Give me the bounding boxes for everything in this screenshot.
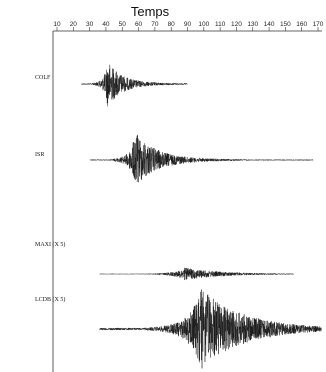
x-tick-label: 110 bbox=[215, 21, 226, 28]
x-tick-label: 160 bbox=[296, 21, 307, 28]
seismogram-trace bbox=[89, 134, 314, 183]
x-tick-label: 150 bbox=[280, 21, 291, 28]
seismogram-trace bbox=[99, 267, 294, 281]
x-tick-label: 10 bbox=[53, 21, 61, 28]
x-tick-label: 100 bbox=[198, 21, 209, 28]
trace-group: MAXI (X 5) bbox=[35, 241, 294, 281]
x-tick-label: 130 bbox=[247, 21, 258, 28]
trace-group: ISR bbox=[35, 134, 314, 183]
x-tick-label: 80 bbox=[168, 21, 176, 28]
x-tick-label: 40 bbox=[102, 21, 110, 28]
station-label: LCDB (X 5) bbox=[35, 296, 65, 303]
traces: COLF ISR MAXI (X 5) LCDB (X 5) bbox=[35, 64, 322, 369]
station-label: ISR bbox=[35, 152, 44, 158]
trace-group: COLF bbox=[35, 64, 188, 107]
x-tick-label: 20 bbox=[70, 21, 78, 28]
chart-title: Temps bbox=[131, 4, 170, 19]
x-tick-label: 120 bbox=[231, 21, 242, 28]
x-axis-ticks: 10 20 30 40 50 60 70 80 90 100 110 120 130 140 150 160 1… bbox=[53, 21, 324, 31]
x-tick-label: 50 bbox=[119, 21, 127, 28]
x-tick-label: 60 bbox=[135, 21, 143, 28]
seismogram-trace bbox=[99, 289, 322, 369]
station-label: COLF bbox=[35, 75, 51, 81]
x-tick-label: 90 bbox=[184, 21, 192, 28]
station-label: MAXI (X 5) bbox=[35, 241, 65, 248]
seismogram-trace bbox=[81, 64, 188, 107]
x-tick-label: 30 bbox=[86, 21, 94, 28]
x-tick-label: 140 bbox=[264, 21, 275, 28]
x-tick-label: 170 bbox=[313, 21, 324, 28]
x-tick-label: 70 bbox=[151, 21, 159, 28]
trace-group: LCDB (X 5) bbox=[35, 289, 322, 369]
